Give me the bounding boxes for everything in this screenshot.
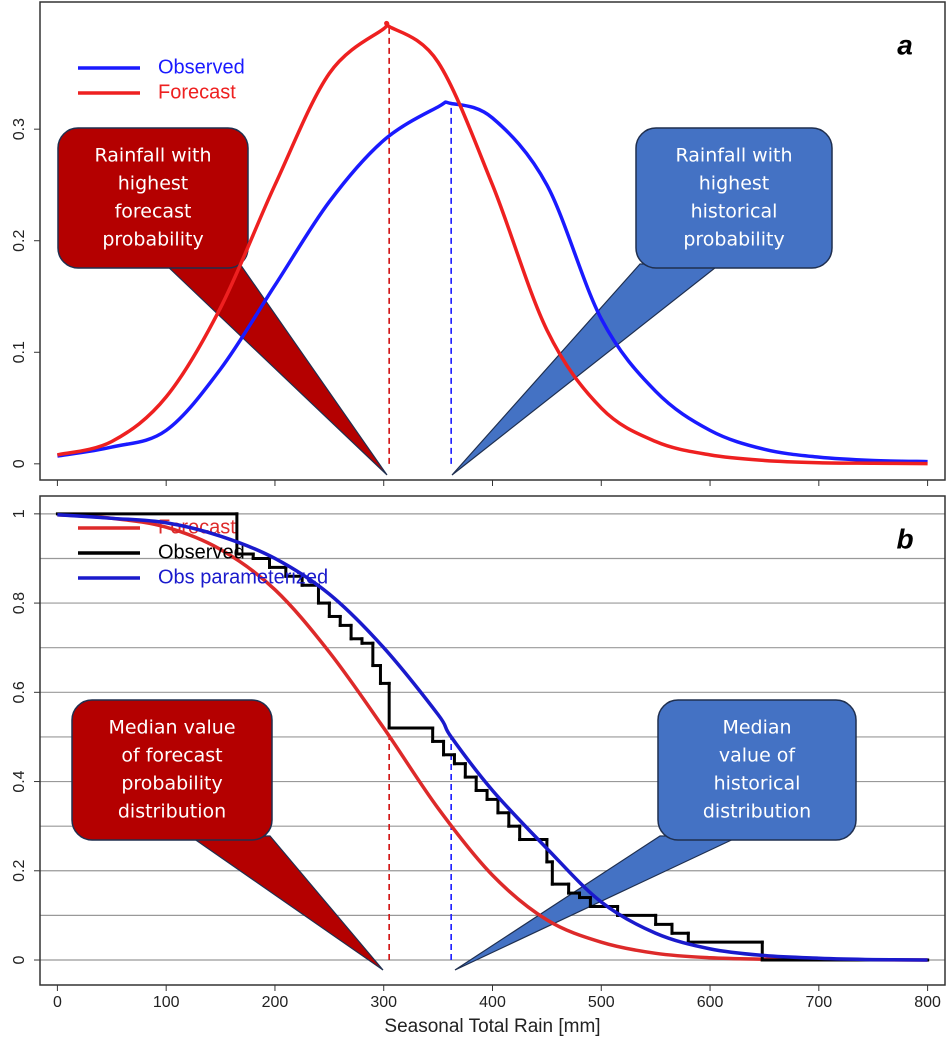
x-axis-label: Seasonal Total Rain [mm] <box>384 1016 600 1037</box>
x-tick-label: 200 <box>262 994 289 1011</box>
y-tick-label: 0.6 <box>11 681 28 703</box>
callout-pointer <box>451 263 722 476</box>
y-tick-label: 0.1 <box>11 341 28 363</box>
callout-pointer <box>188 835 384 971</box>
x-tick-label: 300 <box>370 994 397 1011</box>
callout-text: probability <box>102 229 203 251</box>
panel-label: a <box>897 29 913 60</box>
x-tick-label: 800 <box>914 994 941 1011</box>
x-tick-label: 100 <box>153 994 180 1011</box>
callout-text: probability <box>121 773 222 795</box>
y-tick-label: 0 <box>11 459 28 468</box>
panel: 0 0.2 0.4 0.6 0.8 1 0 100 200 300 400 500 600 700 800 S… <box>11 495 946 1037</box>
callout-pointer <box>163 263 388 476</box>
legend-label: Observed <box>158 56 245 78</box>
callout-box <box>657 699 857 841</box>
y-tick-label: 0.2 <box>11 230 28 252</box>
y-tick-label: 0.8 <box>11 592 28 614</box>
callout-text: historical <box>691 201 778 223</box>
x-tick-label: 0 <box>53 994 62 1011</box>
callout-text: Rainfall with <box>95 145 212 167</box>
x-tick-label: 600 <box>697 994 724 1011</box>
legend-label: Obs parameterized <box>158 566 328 588</box>
callout-text: distribution <box>703 801 811 823</box>
y-tick-label: 1 <box>11 509 28 518</box>
callout-text: historical <box>714 773 801 795</box>
callout-pointer <box>454 835 741 971</box>
callout-box <box>71 699 273 841</box>
callout-text: forecast <box>115 201 192 223</box>
callout-text: highest <box>118 173 188 195</box>
callout-text: Median value <box>108 717 235 739</box>
panel-frame <box>39 1 946 481</box>
series-line <box>57 100 928 464</box>
callout-box <box>635 127 833 269</box>
callout-text: probability <box>683 229 784 251</box>
x-tick-label: 500 <box>588 994 615 1011</box>
legend-label: Forecast <box>158 81 236 103</box>
callout-text: Median <box>722 717 791 739</box>
legend-label: Observed <box>158 541 245 563</box>
callout-text: highest <box>699 173 769 195</box>
callout-text: distribution <box>118 801 226 823</box>
y-tick-label: 0 <box>11 955 28 964</box>
y-tick-label: 0.4 <box>11 770 28 792</box>
panel: 0 0.1 0.2 0.3 Rainfall with highest forecast pr… <box>11 1 946 486</box>
series-line <box>57 512 928 962</box>
panel-frame <box>39 495 946 986</box>
series-line <box>56 20 928 466</box>
x-tick-label: 400 <box>479 994 506 1011</box>
callout-text: value of <box>719 745 797 767</box>
callout-box <box>57 127 249 269</box>
legend-label: Forecast <box>158 516 236 538</box>
panel-label: b <box>896 523 913 554</box>
x-tick-label: 700 <box>805 994 832 1011</box>
y-tick-label: 0.2 <box>11 860 28 882</box>
callout-text: Rainfall with <box>676 145 793 167</box>
series-line <box>57 512 928 962</box>
callout-text: of forecast <box>121 745 222 767</box>
y-tick-label: 0.3 <box>11 118 28 140</box>
